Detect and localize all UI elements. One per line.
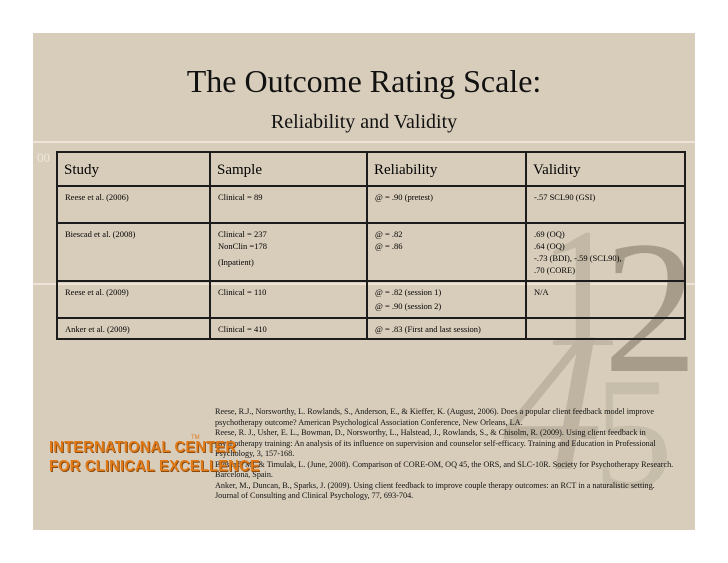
cell-line: N/A (534, 287, 549, 297)
validity-cell (525, 317, 686, 340)
slide-title: The Outcome Rating Scale: (186, 63, 542, 99)
cell-line: .70 (CORE) (534, 265, 576, 275)
cell-line: Biescad et al. (2008) (65, 229, 136, 239)
sample-cell: Clinical = 110 (209, 280, 368, 319)
cell-line: @ = .82 (375, 229, 403, 239)
cell-line: -.73 (BDI), -.59 (SCL90), (534, 253, 622, 263)
reference-item: Reese, R. J., Usher, E. L., Bowman, D., … (215, 428, 656, 458)
cell-line: Anker et al. (2009) (65, 324, 130, 334)
cell-line: Clinical = 110 (218, 287, 267, 297)
logo-line-1: INTERNATIONAL CENTER (49, 439, 237, 456)
table-row: Reese et al. (2006) Clinical = 89 @ = .9… (56, 185, 686, 224)
decor-digit: 5 (593, 344, 673, 522)
study-cell: Reese et al. (2009) (56, 280, 211, 319)
reference-item: Reese, R.J., Norsworthy, L. Rowlands, S.… (215, 407, 654, 427)
study-cell: Anker et al. (2009) (56, 317, 211, 340)
reliability-cell: @ = .90 (pretest) (366, 185, 527, 224)
column-header-sample: Sample (209, 151, 368, 187)
corner-decoration: 00 (37, 150, 50, 165)
study-cell: Reese et al. (2006) (56, 185, 211, 224)
reference-item: Biescad, M., & Timulak, L. (June, 2008).… (215, 459, 674, 480)
column-header-study: Study (56, 151, 211, 187)
cell-line: NonClin =178 (218, 241, 267, 251)
icce-logo: INTERNATIONAL CENTER FOR CLINICAL EXCELL… (49, 438, 278, 476)
reliability-cell: @ = .82 @ = .86 (366, 222, 527, 282)
study-cell: Biescad et al. (2008) (56, 222, 211, 282)
reliability-cell: @ = .82 (session 1) @ = .90 (session 2) (366, 280, 527, 319)
slide: 00 1 2 4 5 The Outcome Rating Scale: Rel… (33, 33, 695, 530)
divider-band (33, 141, 695, 143)
validity-cell: .69 (OQ) .64 (OQ) -.73 (BDI), -.59 (SCL9… (525, 222, 686, 282)
validity-cell: N/A (525, 280, 686, 319)
cell-line: Clinical = 410 (218, 324, 267, 334)
cell-line: .64 (OQ) (534, 241, 565, 251)
reference-item: Anker, M., Duncan, B., Sparks, J. (2009)… (215, 480, 655, 501)
cell-line: @ = .82 (session 1) (375, 287, 442, 297)
column-header-validity: Validity (525, 151, 686, 187)
cell-line: @ = .83 (First and last session) (375, 324, 481, 334)
trademark-mark: TM (191, 435, 200, 441)
cell-line: Reese et al. (2006) (65, 192, 129, 202)
sample-cell: Clinical = 410 (209, 317, 368, 340)
column-header-reliability: Reliability (366, 151, 527, 187)
cell-line: @ = .90 (session 2) (375, 301, 442, 311)
validity-cell: -.57 SCL90 (GSI) (525, 185, 686, 224)
sample-cell: Clinical = 237 NonClin =178 (Inpatient) (209, 222, 368, 282)
cell-line: Clinical = 89 (218, 192, 263, 202)
results-table: Study Sample Reliability Validity Reese … (56, 151, 686, 340)
table-row: Reese et al. (2009) Clinical = 110 @ = .… (56, 280, 686, 319)
logo-line-2: FOR CLINICAL EXCELLENCE (49, 458, 260, 475)
sample-cell: Clinical = 89 (209, 185, 368, 224)
cell-line: -.57 SCL90 (GSI) (534, 192, 596, 202)
reliability-cell: @ = .83 (First and last session) (366, 317, 527, 340)
cell-line: @ = .90 (pretest) (375, 192, 433, 202)
references: Reese, R.J., Norsworthy, L. Rowlands, S.… (215, 407, 675, 502)
table-row: Biescad et al. (2008) Clinical = 237 Non… (56, 222, 686, 282)
cell-line: @ = .86 (375, 241, 403, 251)
cell-line: Clinical = 237 (218, 229, 267, 239)
cell-line: Reese et al. (2009) (65, 287, 129, 297)
cell-line: .69 (OQ) (534, 229, 565, 239)
table-header-row: Study Sample Reliability Validity (56, 151, 686, 187)
table-row: Anker et al. (2009) Clinical = 410 @ = .… (56, 317, 686, 340)
cell-line: (Inpatient) (218, 257, 254, 267)
slide-subtitle: Reliability and Validity (270, 111, 458, 133)
